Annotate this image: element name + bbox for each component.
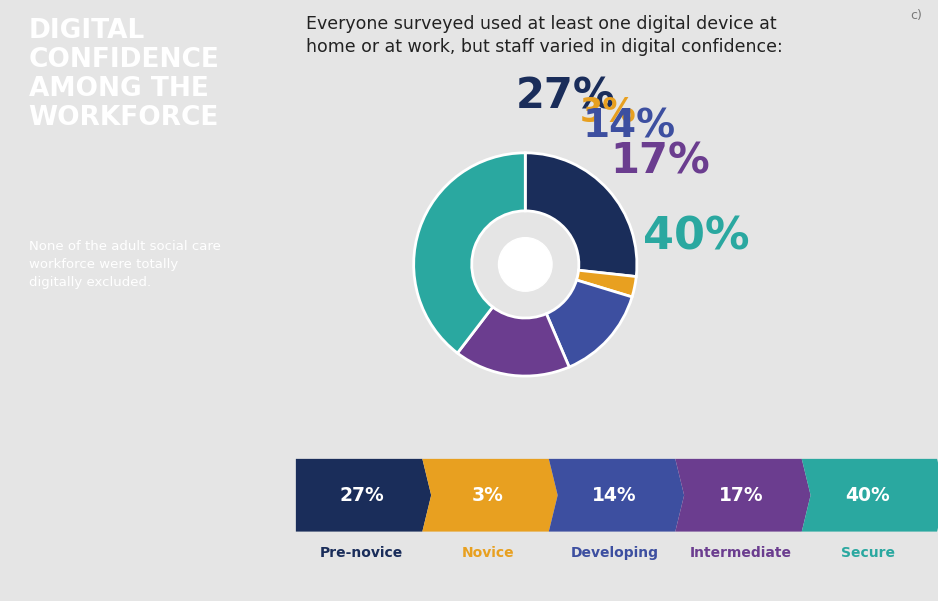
Text: 40%: 40% [845, 486, 890, 505]
Text: 3%: 3% [472, 486, 504, 505]
Wedge shape [546, 280, 632, 367]
Polygon shape [549, 459, 684, 532]
Polygon shape [295, 459, 431, 532]
Wedge shape [577, 270, 636, 297]
Polygon shape [802, 459, 938, 532]
Text: Pre-novice: Pre-novice [320, 546, 403, 561]
Text: Everyone surveyed used at least one digital device at
home or at work, but staff: Everyone surveyed used at least one digi… [306, 15, 782, 56]
Text: Secure: Secure [840, 546, 895, 561]
Wedge shape [458, 307, 569, 376]
Text: Novice: Novice [461, 546, 514, 561]
Text: c): c) [910, 9, 922, 22]
Text: 14%: 14% [592, 486, 637, 505]
Wedge shape [525, 153, 637, 276]
Text: 27%: 27% [340, 486, 384, 505]
Wedge shape [414, 153, 525, 353]
Text: 27%: 27% [516, 75, 615, 117]
Polygon shape [422, 459, 558, 532]
Text: 14%: 14% [582, 107, 676, 145]
Text: Developing: Developing [570, 546, 658, 561]
Text: 17%: 17% [719, 486, 764, 505]
Text: None of the adult social care
workforce were totally
digitally excluded.: None of the adult social care workforce … [28, 240, 220, 290]
Text: 3%: 3% [580, 96, 636, 129]
Text: 17%: 17% [610, 140, 710, 182]
Text: Intermediate: Intermediate [690, 546, 792, 561]
Text: DIGITAL
CONFIDENCE
AMONG THE
WORKFORCE: DIGITAL CONFIDENCE AMONG THE WORKFORCE [28, 18, 219, 131]
Circle shape [498, 237, 552, 291]
Polygon shape [675, 459, 810, 532]
Text: 40%: 40% [643, 216, 749, 259]
